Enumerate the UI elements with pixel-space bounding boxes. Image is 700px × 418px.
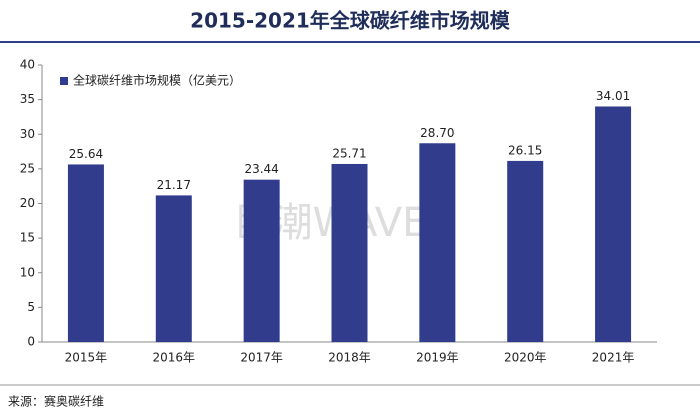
x-tick-label: 2016年 [153, 351, 196, 365]
bar [243, 179, 280, 342]
y-tick-label: 0 [27, 335, 35, 349]
x-tick-label: 2015年 [65, 351, 108, 365]
bar [67, 164, 104, 342]
bar [507, 160, 544, 342]
value-label: 21.17 [157, 178, 191, 192]
legend-swatch [60, 77, 68, 85]
bar [595, 106, 632, 343]
bar [331, 163, 368, 342]
value-label: 28.70 [420, 126, 454, 140]
y-tick-label: 5 [27, 300, 35, 314]
y-tick-label: 40 [20, 58, 35, 72]
x-tick-label: 2019年 [416, 351, 459, 365]
y-tick-label: 35 [20, 92, 35, 106]
bar [419, 143, 456, 342]
value-label: 26.15 [508, 143, 542, 157]
bar [155, 195, 192, 342]
legend-label: 全球碳纤维市场规模（亿美元） [73, 73, 241, 88]
chart-title: 2015-2021年全球碳纤维市场规模 [190, 9, 511, 33]
y-tick-label: 15 [20, 231, 35, 245]
y-tick-label: 10 [20, 265, 35, 279]
y-tick-label: 25 [20, 161, 35, 175]
value-label: 25.71 [332, 146, 366, 160]
x-tick-label: 2018年 [328, 351, 371, 365]
x-tick-label: 2020年 [504, 351, 547, 365]
value-label: 23.44 [244, 162, 278, 176]
x-tick-label: 2017年 [240, 351, 283, 365]
source: 来源：赛奥碳纤维 [8, 394, 104, 409]
value-label: 25.64 [69, 147, 103, 161]
x-tick-label: 2021年 [592, 351, 635, 365]
y-tick-label: 30 [20, 127, 35, 141]
value-label: 34.01 [596, 89, 630, 103]
y-tick-label: 20 [20, 196, 35, 210]
